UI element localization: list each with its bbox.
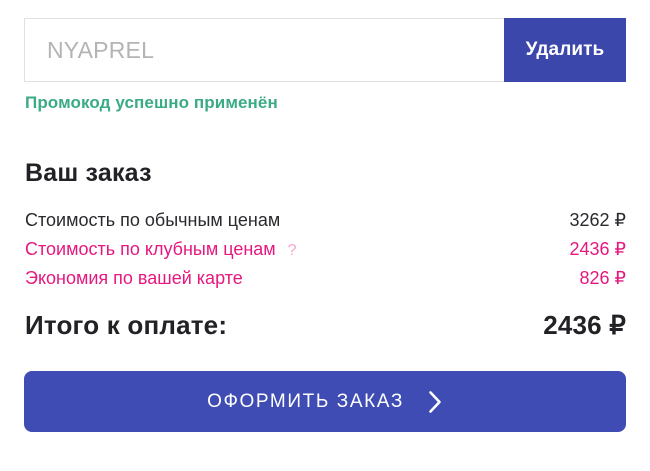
order-line-savings: Экономия по вашей карте 826 ₽ — [25, 268, 626, 297]
chevron-right-icon — [428, 390, 443, 414]
order-line-regular-price: Стоимость по обычным ценам 3262 ₽ — [25, 210, 626, 239]
promo-delete-button[interactable]: Удалить — [504, 18, 626, 82]
order-total-row: Итого к оплате: 2436 ₽ — [25, 310, 626, 341]
promo-code-row: Удалить — [24, 18, 626, 82]
promo-code-input[interactable] — [24, 18, 504, 82]
order-line-value: 2436 ₽ — [569, 239, 627, 259]
order-line-value: 826 ₽ — [579, 268, 627, 288]
order-total-label: Итого к оплате: — [25, 310, 228, 340]
order-section-title: Ваш заказ — [25, 159, 152, 187]
place-order-label: ОФОРМИТЬ ЗАКАЗ — [207, 390, 404, 412]
help-question-icon[interactable]: ? — [287, 242, 297, 259]
order-total-value: 2436 ₽ — [543, 310, 626, 340]
order-line-label: Экономия по вашей карте — [25, 268, 243, 288]
order-lines: Стоимость по обычным ценам 3262 ₽ Стоимо… — [25, 210, 626, 297]
order-line-value: 3262 ₽ — [569, 210, 627, 230]
place-order-button[interactable]: ОФОРМИТЬ ЗАКАЗ — [24, 371, 626, 432]
order-line-club-price: Стоимость по клубным ценам? 2436 ₽ — [25, 239, 626, 268]
promo-success-message: Промокод успешно применён — [25, 93, 278, 112]
order-line-label: Стоимость по клубным ценам? — [25, 239, 297, 260]
order-line-label-text: Стоимость по клубным ценам — [25, 239, 276, 259]
order-line-label: Стоимость по обычным ценам — [25, 210, 281, 230]
